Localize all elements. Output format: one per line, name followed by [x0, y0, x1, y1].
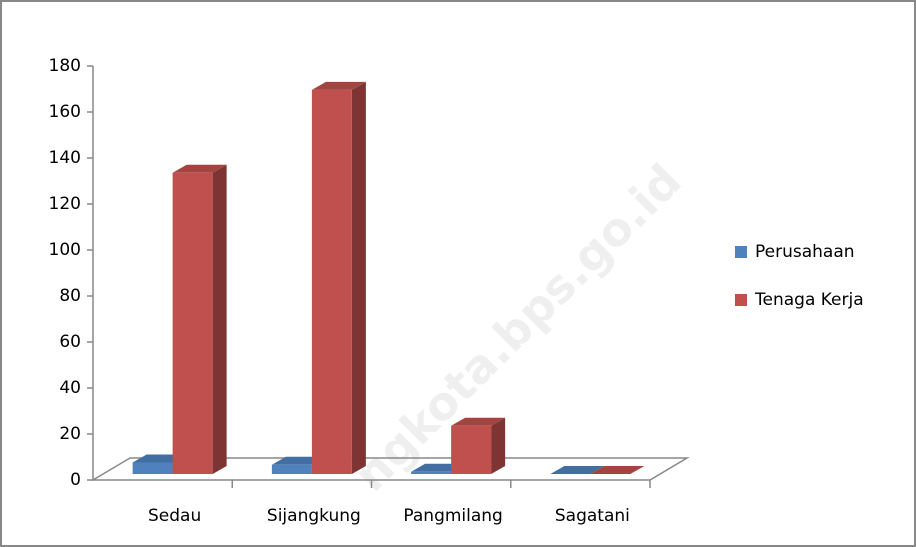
y-tick-label: 0	[70, 470, 81, 490]
bar-face	[451, 425, 492, 474]
bar-face	[411, 471, 452, 474]
y-tick-label: 160	[49, 102, 81, 122]
bar-face	[311, 89, 352, 475]
floor	[90, 457, 690, 481]
x-tick-label: Sedau	[148, 506, 201, 526]
bar	[451, 417, 506, 474]
y-tick-label: 140	[49, 148, 81, 168]
legend-swatch	[735, 246, 747, 258]
bar-face	[311, 81, 366, 90]
y-tick-label: 180	[49, 56, 81, 76]
x-tick-label: Sagatani	[555, 506, 630, 526]
legend-swatch	[735, 294, 747, 306]
x-tick-label: Sijangkung	[267, 506, 361, 526]
bar	[590, 466, 645, 474]
bar-face	[271, 464, 312, 474]
bar-face	[132, 462, 173, 474]
bar-face	[590, 466, 645, 474]
x-tick-label: Pangmilang	[403, 506, 502, 526]
bar-face	[491, 417, 506, 474]
y-tick-label: 20	[59, 424, 81, 444]
legend-label: Perusahaan	[755, 242, 855, 262]
bar-face	[212, 164, 227, 474]
legend-label: Tenaga Kerja	[754, 290, 864, 310]
bar-face	[351, 81, 366, 475]
bar-face	[172, 172, 213, 474]
bar	[172, 164, 227, 474]
bar-face	[172, 164, 227, 173]
y-tick-label: 60	[59, 332, 81, 352]
y-tick-label: 100	[49, 240, 81, 260]
y-tick-label: 40	[59, 378, 81, 398]
bar	[550, 466, 605, 474]
bar-face	[550, 466, 605, 474]
bar-face	[451, 417, 506, 426]
y-tick-label: 80	[59, 286, 81, 306]
y-tick-label: 120	[49, 194, 81, 214]
bar	[311, 81, 366, 475]
